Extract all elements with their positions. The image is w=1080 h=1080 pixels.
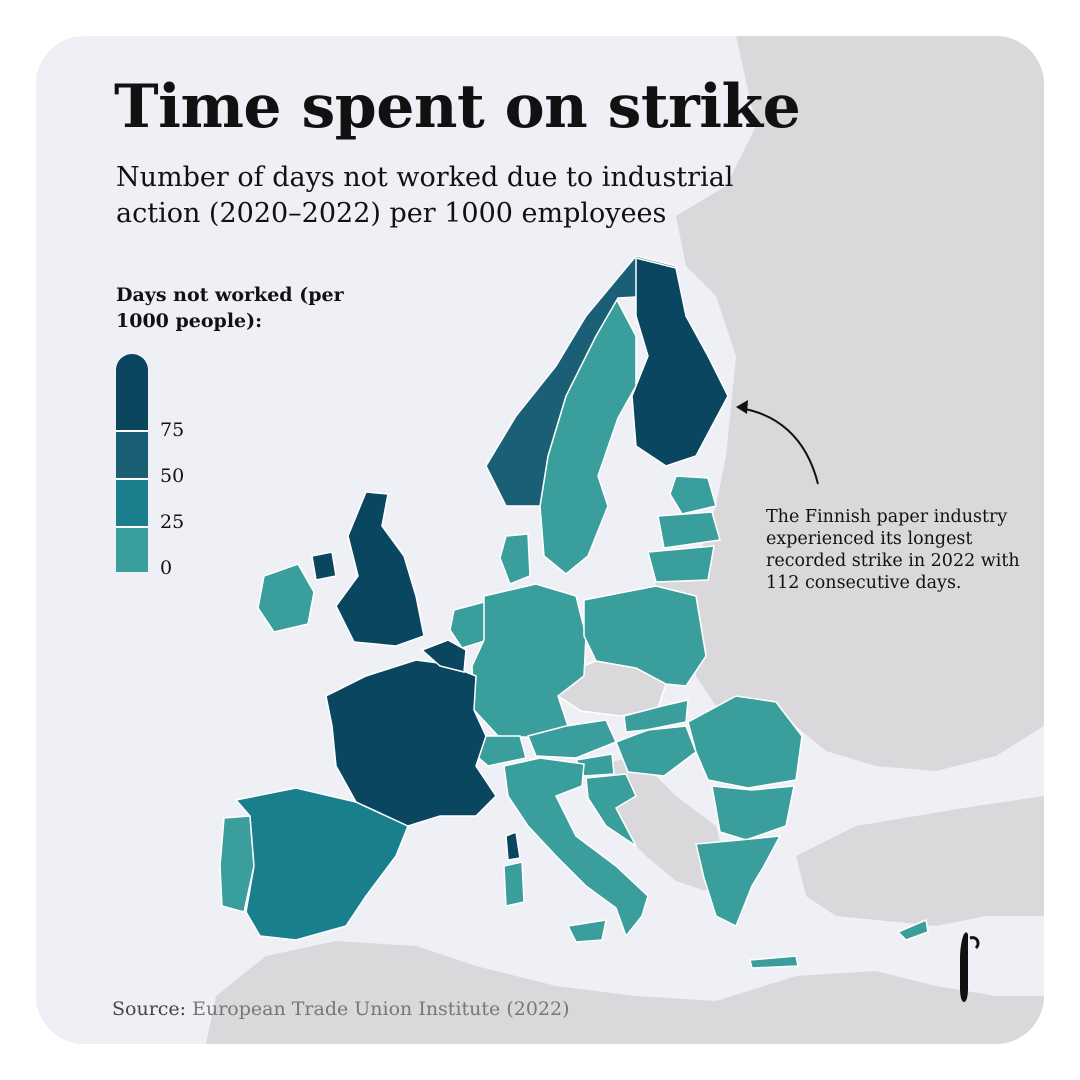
region-france [325,659,497,827]
region-hungary [615,725,697,777]
legend-bin [116,354,148,430]
region-belgium [420,639,467,673]
legend-tick-label: 50 [160,465,185,487]
annotation-text: The Finnish paper industry experienced i… [766,507,1020,593]
region-slovakia [623,699,689,733]
land-africa [206,941,1044,1044]
region-estonia [669,475,717,515]
legend-tick-label: 25 [160,511,185,533]
legend-title: Days not worked (per 1000 people): [116,284,344,332]
region-netherlands [449,601,489,649]
source-note: Source: European Trade Union Institute (… [112,998,570,1020]
region-germany [471,583,587,739]
region-denmark [499,533,531,585]
legend-bin [116,430,148,478]
region-croatia [585,773,637,847]
region-latvia [657,511,721,549]
region-cyprus [896,918,929,941]
legend-tick-label: 75 [160,419,185,441]
page-subtitle: Number of days not worked due to industr… [116,162,734,229]
region-crete [749,955,799,969]
legend-bin [116,526,148,572]
region-sicily [566,919,607,943]
region-sardinia [503,861,525,907]
annotation-arrowhead [736,400,748,414]
region-lithuania [647,545,715,583]
legend-tick-label: 0 [160,557,173,579]
source-prefix: Source: [112,998,187,1020]
region-romania [687,695,803,789]
region-united-kingdom [335,491,425,647]
region-poland [583,585,707,687]
region-corsica [505,830,521,861]
source-name: European Trade Union Institute (2022) [192,998,570,1020]
land-russia [676,36,1044,771]
page-title: Time spent on strike [114,72,801,142]
region-italy [503,757,649,938]
map-card: Time spent on strike Number of days not … [36,36,1044,1044]
region-northern-ireland [311,551,337,581]
region-bulgaria [711,785,795,841]
europe-map [206,36,1044,1044]
region-finland [631,257,729,467]
brand-logo-icon [960,932,980,1002]
land-turkey [796,796,1044,926]
legend-bin [116,478,148,526]
region-ireland [257,563,315,633]
region-greece [695,835,782,928]
annotation-arrow [739,407,819,485]
legend-color-bar [116,354,148,572]
